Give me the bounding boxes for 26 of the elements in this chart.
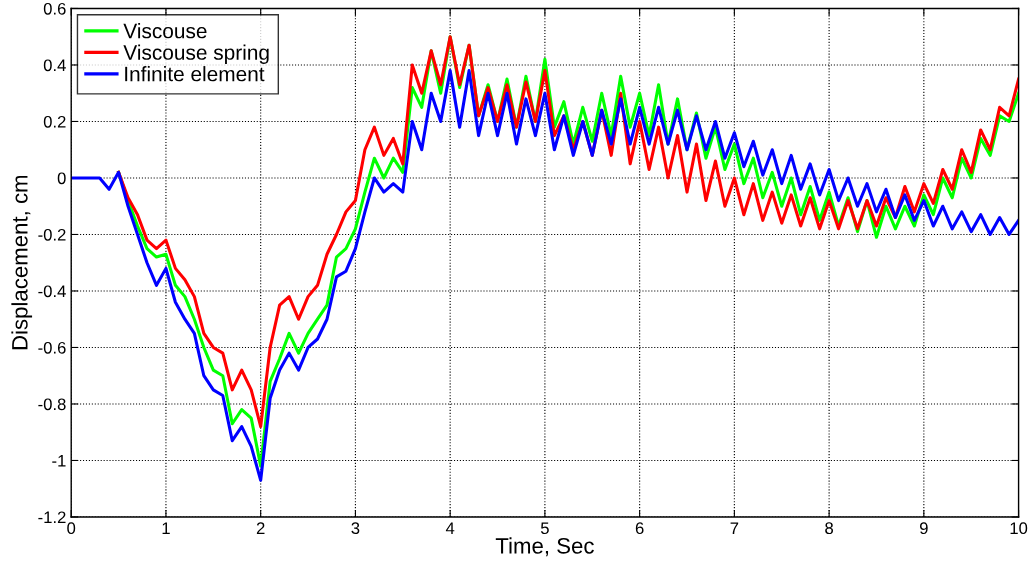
y-tick-label: -1.2 bbox=[38, 511, 66, 524]
legend-label: Viscouse bbox=[123, 23, 207, 39]
legend-label: Viscouse spring bbox=[123, 44, 269, 64]
y-tick-label: -1 bbox=[52, 455, 66, 467]
y-tick-label: 0 bbox=[57, 172, 66, 185]
y-tick-label: 0.6 bbox=[43, 2, 66, 15]
x-tick-label: 5 bbox=[540, 522, 549, 535]
x-tick-label: 7 bbox=[730, 522, 739, 534]
y-tick-label: -0.8 bbox=[38, 398, 66, 411]
x-tick-label: 3 bbox=[351, 522, 360, 535]
x-tick-label: 1 bbox=[162, 522, 170, 534]
y-tick-label: -0.6 bbox=[38, 341, 66, 354]
legend-label: Infinite element bbox=[125, 66, 265, 82]
y-tick-label: 0.4 bbox=[43, 59, 66, 72]
x-tick-label: 8 bbox=[825, 522, 834, 535]
y-tick-label: -0.2 bbox=[38, 228, 66, 241]
x-tick-label: 4 bbox=[445, 522, 455, 534]
x-axis-title: Time, Sec bbox=[495, 537, 594, 557]
x-tick-label: 9 bbox=[919, 522, 928, 535]
y-axis-title: Displacement, cm bbox=[11, 175, 33, 350]
y-tick-label: -0.4 bbox=[38, 285, 66, 298]
y-tick-label: 0.2 bbox=[43, 115, 66, 128]
x-tick-label: 0 bbox=[67, 522, 76, 535]
x-tick-label: 2 bbox=[256, 522, 265, 534]
x-tick-label: 6 bbox=[635, 522, 644, 535]
x-tick-label: 10 bbox=[1010, 522, 1028, 535]
